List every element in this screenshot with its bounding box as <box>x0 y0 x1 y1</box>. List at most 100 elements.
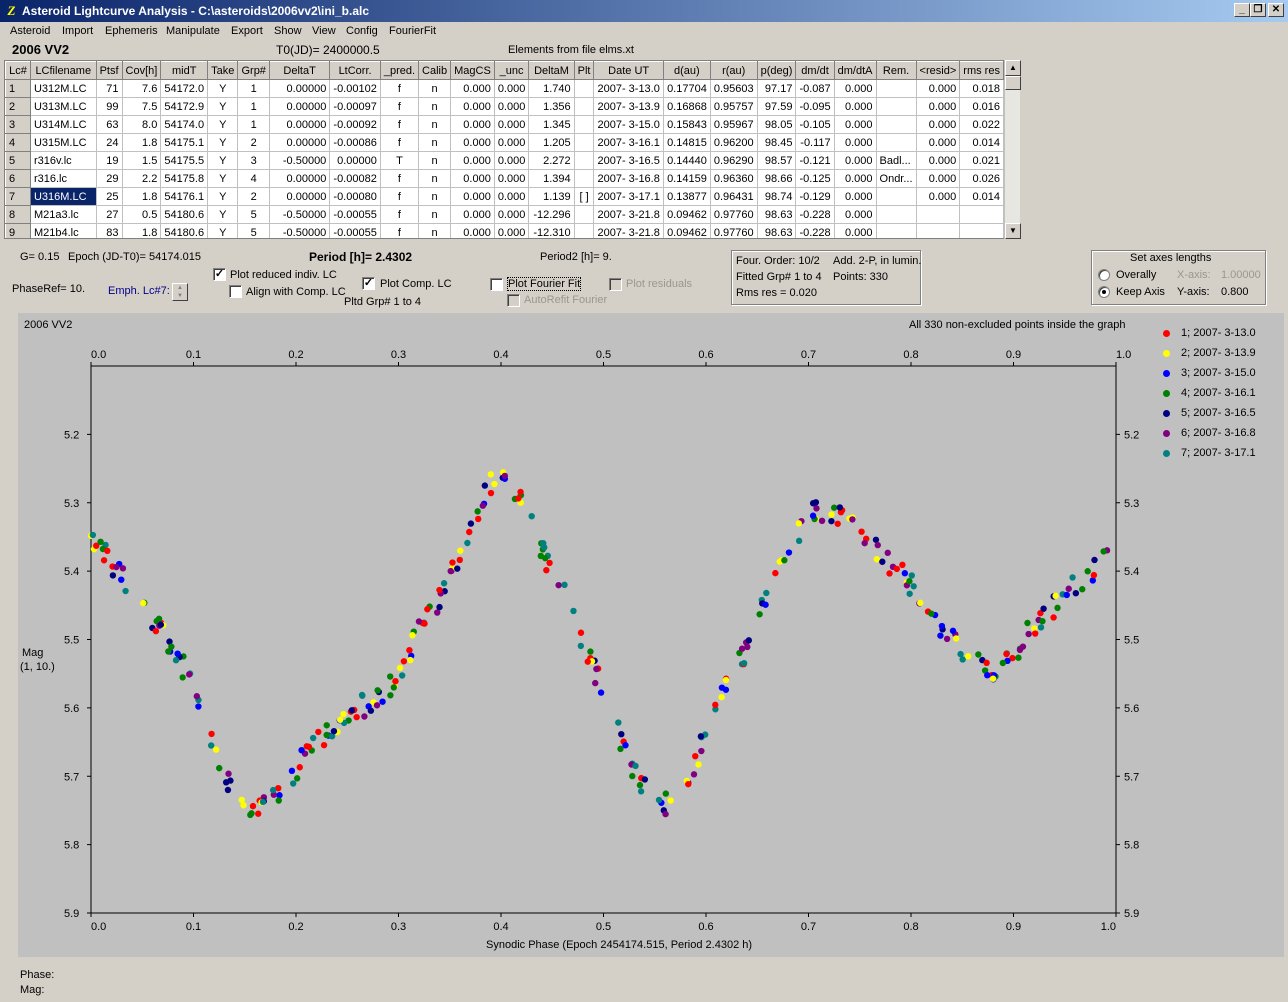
table-cell[interactable] <box>875 187 917 206</box>
x-axis-value[interactable]: 1.00000 <box>1221 269 1261 281</box>
table-cell[interactable]: M21b4.lc <box>29 223 97 238</box>
table-cell[interactable]: n <box>418 133 452 152</box>
table-cell[interactable]: 2007- 3-13.0 <box>593 79 664 98</box>
menu-view[interactable]: View <box>312 25 336 37</box>
table-cell[interactable]: 54180.6 <box>160 205 209 224</box>
table-row[interactable]: 7 U316M.LC 25 1.8 54176.1 Y 2 0.00000 -0.00080 f n… <box>5 187 1004 206</box>
table-cell[interactable]: 0.16868 <box>662 97 711 116</box>
table-cell[interactable]: 0.5 <box>121 205 162 224</box>
period2-label[interactable]: Period2 [h]= 9. <box>540 251 612 263</box>
table-cell[interactable] <box>573 79 595 98</box>
table-cell[interactable]: 0.000 <box>493 97 530 116</box>
table-cell[interactable]: 1 <box>237 79 270 98</box>
table-cell[interactable]: 98.63 <box>756 205 797 224</box>
table-cell[interactable]: 5 <box>5 151 31 170</box>
phaseref-label[interactable]: PhaseRef= 10. <box>12 283 86 295</box>
column-header[interactable]: Ptsf <box>95 61 123 80</box>
table-cell[interactable]: 54180.6 <box>160 223 209 238</box>
table-cell[interactable]: 8 <box>5 205 31 224</box>
align-comp-checkbox[interactable] <box>229 285 242 298</box>
menu-fourierfit[interactable]: FourierFit <box>389 25 437 37</box>
table-cell[interactable] <box>573 97 595 116</box>
table-cell[interactable]: 0.000 <box>915 169 961 188</box>
table-cell[interactable]: 0.96431 <box>709 187 758 206</box>
table-cell[interactable]: n <box>418 79 452 98</box>
table-cell[interactable]: 2.2 <box>121 169 162 188</box>
table-cell[interactable]: 2007- 3-17.1 <box>593 187 664 206</box>
table-cell[interactable]: 98.45 <box>756 133 797 152</box>
table-cell[interactable]: 1.205 <box>528 133 575 152</box>
table-cell[interactable]: f <box>379 133 420 152</box>
table-cell[interactable]: n <box>418 151 452 170</box>
column-header[interactable]: Lc# <box>5 61 31 80</box>
column-header[interactable]: dm/dt <box>795 61 835 80</box>
column-header[interactable]: DeltaM <box>528 61 575 80</box>
menu-show[interactable]: Show <box>274 25 302 37</box>
table-cell[interactable]: 2 <box>5 97 31 116</box>
column-header[interactable]: rms res <box>959 61 1004 80</box>
table-cell[interactable]: 0.000 <box>450 205 495 224</box>
table-cell[interactable]: Y <box>207 133 239 152</box>
table-cell[interactable]: 71 <box>95 79 123 98</box>
table-cell[interactable]: -0.00086 <box>329 133 381 152</box>
menu-import[interactable]: Import <box>62 25 94 37</box>
table-cell[interactable]: 4 <box>237 169 270 188</box>
plot-reduced-checkbox[interactable]: ✓ <box>213 268 226 281</box>
table-cell[interactable]: f <box>379 187 420 206</box>
table-cell[interactable]: 0.000 <box>833 223 877 238</box>
table-cell[interactable]: 0.97760 <box>709 205 758 224</box>
table-cell[interactable]: 7.6 <box>121 79 162 98</box>
column-header[interactable]: Plt <box>573 61 595 80</box>
column-header[interactable]: MagCS <box>450 61 495 80</box>
table-cell[interactable]: 0.09462 <box>662 205 711 224</box>
table-row[interactable]: 1 U312M.LC 71 7.6 54172.0 Y 1 0.00000 -0.00102 f n… <box>5 79 1004 98</box>
table-cell[interactable]: 0.000 <box>493 205 530 224</box>
table-cell[interactable]: 1.8 <box>121 223 162 238</box>
table-cell[interactable]: -0.125 <box>795 169 835 188</box>
table-cell[interactable]: 0.014 <box>959 187 1004 206</box>
table-cell[interactable]: U316M.LC <box>29 187 97 206</box>
table-cell[interactable]: -0.00055 <box>329 205 381 224</box>
table-cell[interactable]: 54172.0 <box>160 79 209 98</box>
column-header[interactable]: r(au) <box>709 61 758 80</box>
table-row[interactable]: 3 U314M.LC 63 8.0 54174.0 Y 1 0.00000 -0.00092 f n… <box>5 115 1004 134</box>
column-header[interactable]: dm/dtA <box>833 61 877 80</box>
table-cell[interactable]: 0.000 <box>450 151 495 170</box>
table-cell[interactable] <box>573 205 595 224</box>
table-cell[interactable]: 54172.9 <box>160 97 209 116</box>
table-cell[interactable]: 3 <box>237 151 270 170</box>
column-header[interactable]: p(deg) <box>756 61 797 80</box>
table-cell[interactable]: 2007- 3-16.8 <box>593 169 664 188</box>
table-cell[interactable] <box>875 205 917 224</box>
minimize-button[interactable]: _ <box>1234 3 1250 17</box>
table-cell[interactable]: 0.000 <box>450 115 495 134</box>
plot-comp-checkbox[interactable]: ✓ <box>362 277 375 290</box>
table-cell[interactable]: 8.0 <box>121 115 162 134</box>
table-cell[interactable]: Y <box>207 205 239 224</box>
table-cell[interactable]: -0.228 <box>795 223 835 238</box>
table-cell[interactable] <box>573 169 595 188</box>
table-cell[interactable]: Y <box>207 187 239 206</box>
table-cell[interactable]: 0.000 <box>493 187 530 206</box>
table-cell[interactable]: -0.095 <box>795 97 835 116</box>
table-cell[interactable]: Y <box>207 151 239 170</box>
table-cell[interactable]: 98.57 <box>756 151 797 170</box>
table-cell[interactable]: Badl... <box>875 151 917 170</box>
table-cell[interactable]: T <box>379 151 420 170</box>
lightcurve-table[interactable]: Lc# LCfilename Ptsf Cov[h] midT Take Grp# Delta… <box>4 60 1005 239</box>
table-cell[interactable]: 0.022 <box>959 115 1004 134</box>
table-cell[interactable]: M21a3.lc <box>29 205 97 224</box>
table-cell[interactable]: 2007- 3-16.1 <box>593 133 664 152</box>
column-header[interactable]: Take <box>207 61 239 80</box>
table-cell[interactable]: 1 <box>5 79 31 98</box>
table-cell[interactable]: 0.14815 <box>662 133 711 152</box>
table-cell[interactable]: 54174.0 <box>160 115 209 134</box>
table-cell[interactable]: 0.00000 <box>268 79 331 98</box>
table-cell[interactable]: 0.000 <box>915 133 961 152</box>
table-cell[interactable]: -0.121 <box>795 151 835 170</box>
table-cell[interactable]: 1.356 <box>528 97 575 116</box>
column-header[interactable]: <resid> <box>915 61 961 80</box>
emph-spinner[interactable]: ▲ ▼ <box>172 283 188 301</box>
table-cell[interactable]: 0.021 <box>959 151 1004 170</box>
